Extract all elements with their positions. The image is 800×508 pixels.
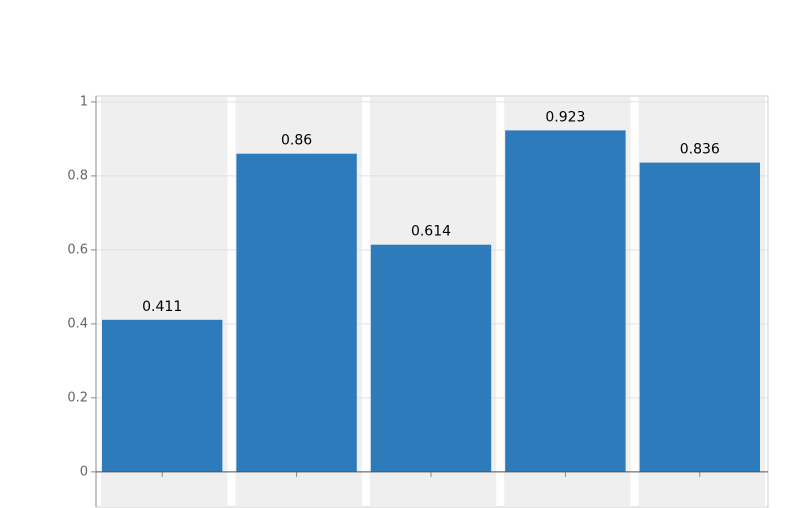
value-label: 0.411 <box>142 299 182 315</box>
y-tick-label: 0.8 <box>67 168 88 183</box>
bar <box>236 153 357 472</box>
value-label: 0.923 <box>545 109 585 125</box>
bar <box>505 130 626 472</box>
bar <box>102 319 223 472</box>
y-tick-label: 0.6 <box>67 242 88 257</box>
y-tick-label: 0 <box>80 464 88 479</box>
value-label: 0.86 <box>281 133 312 149</box>
value-label: 0.614 <box>411 224 451 240</box>
bar <box>639 162 760 472</box>
y-tick-label: 0.2 <box>67 390 88 405</box>
bar <box>370 244 492 472</box>
y-tick-label: 1 <box>80 94 88 109</box>
y-tick-label: 0.4 <box>67 316 88 331</box>
value-label: 0.836 <box>680 142 720 158</box>
